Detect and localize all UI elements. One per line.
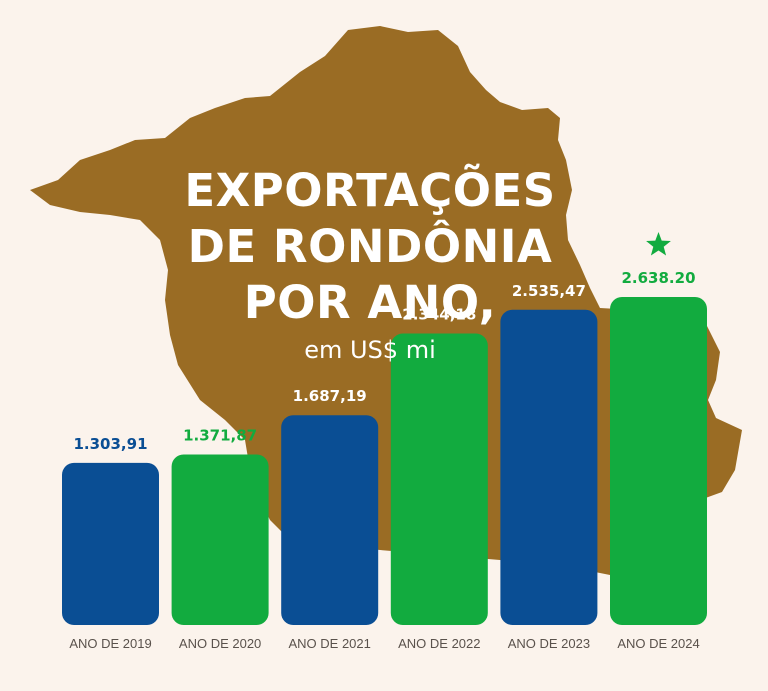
bar-ano-de-2019 [62, 462, 159, 625]
chart-title-line-2: DE RONDÔNIA [187, 220, 553, 273]
chart-subtitle: em US$ mi [304, 336, 436, 364]
bar-value-label: 2.638.20 [621, 269, 695, 287]
x-tick-label: ANO DE 2022 [398, 636, 480, 651]
bar-value-label: 1.687,19 [293, 387, 367, 405]
bar-value-label: 2.344,18 [402, 306, 476, 324]
bar-value-label: 1.303,91 [73, 435, 147, 453]
chart-title-line-3: POR ANO, [243, 276, 497, 329]
x-tick-label: ANO DE 2023 [508, 636, 590, 651]
bar-ano-de-2021 [281, 415, 379, 625]
bar-ano-de-2022 [390, 333, 488, 625]
chart-title-line-1: EXPORTAÇÕES [184, 164, 556, 217]
star-icon [646, 232, 671, 256]
title-block: EXPORTAÇÕES DE RONDÔNIA POR ANO, em US$ … [160, 163, 580, 367]
bar-ano-de-2020 [171, 454, 269, 625]
bar-ano-de-2024 [610, 297, 707, 625]
x-tick-label: ANO DE 2021 [289, 636, 371, 651]
x-tick-label: ANO DE 2020 [179, 636, 261, 651]
bar-value-label: 1.371,87 [183, 426, 257, 444]
bar-value-label: 2.535,47 [512, 282, 586, 300]
x-tick-label: ANO DE 2024 [617, 636, 699, 651]
x-tick-label: ANO DE 2019 [69, 636, 151, 651]
bar-ano-de-2023 [500, 309, 598, 625]
